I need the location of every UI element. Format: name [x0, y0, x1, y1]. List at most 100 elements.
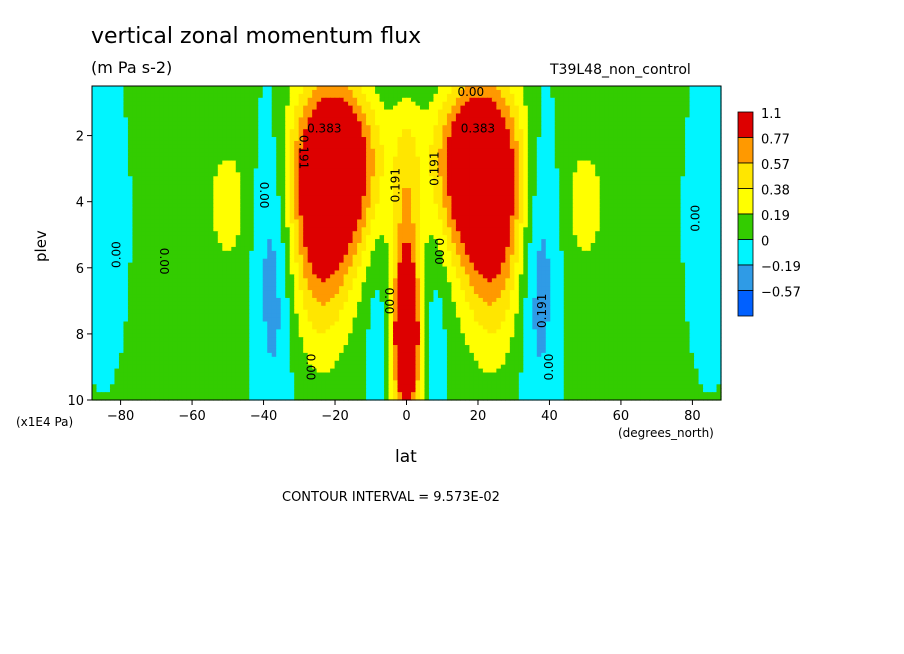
field-cell: [145, 195, 151, 201]
field-cell: [505, 215, 511, 221]
field-cell: [631, 215, 637, 221]
field-cell: [469, 133, 475, 138]
field-cell: [231, 160, 237, 166]
field-cell: [307, 191, 313, 197]
field-cell: [235, 121, 241, 126]
field-cell: [186, 113, 192, 118]
field-cell: [554, 191, 560, 197]
field-cell: [276, 184, 282, 189]
field-cell: [541, 207, 547, 213]
field-cell: [635, 97, 641, 103]
field-cell: [604, 125, 610, 130]
field-cell: [500, 168, 506, 173]
field-cell: [357, 195, 363, 201]
field-cell: [289, 86, 295, 91]
field-cell: [195, 191, 201, 197]
field-cell: [662, 89, 668, 95]
field-cell: [631, 219, 637, 224]
field-cell: [415, 219, 421, 224]
field-cell: [303, 101, 309, 107]
field-cell: [568, 172, 574, 177]
field-cell: [316, 140, 322, 146]
field-cell: [231, 207, 237, 213]
field-cell: [379, 199, 385, 205]
field-cell: [96, 152, 102, 158]
field-cell: [455, 152, 462, 158]
field-cell: [186, 105, 192, 111]
field-cell: [96, 137, 102, 142]
field-cell: [109, 211, 116, 217]
field-cell: [172, 160, 178, 166]
field-cell: [536, 176, 542, 181]
field-cell: [361, 137, 367, 142]
field-cell: [667, 144, 673, 150]
field-cell: [626, 86, 632, 91]
field-cell: [226, 180, 232, 185]
field-cell: [118, 207, 125, 213]
field-cell: [159, 152, 165, 158]
field-cell: [617, 121, 623, 126]
field-cell: [505, 199, 511, 205]
field-cell: [172, 219, 178, 224]
field-cell: [631, 97, 637, 103]
field-cell: [599, 117, 605, 122]
field-cell: [312, 156, 318, 162]
field-cell: [352, 199, 358, 205]
field-cell: [199, 168, 205, 173]
field-cell: [244, 168, 250, 173]
field-cell: [109, 86, 116, 91]
field-cell: [568, 160, 574, 166]
field-cell: [554, 164, 560, 170]
field-cell: [307, 144, 313, 150]
field-cell: [613, 86, 619, 91]
field-cell: [186, 156, 192, 162]
field-cell: [433, 109, 439, 115]
field-cell: [105, 133, 111, 138]
field-cell: [384, 148, 390, 154]
field-cell: [312, 148, 318, 154]
field-cell: [568, 101, 574, 107]
field-cell: [487, 172, 493, 177]
field-cell: [204, 207, 210, 213]
field-cell: [460, 176, 466, 181]
field-cell: [208, 207, 214, 213]
field-cell: [280, 168, 286, 173]
field-cell: [613, 97, 619, 103]
field-cell: [168, 164, 174, 170]
field-cell: [204, 152, 210, 158]
field-cell: [644, 160, 650, 166]
field-cell: [181, 168, 187, 173]
field-cell: [419, 203, 426, 209]
field-cell: [114, 160, 120, 166]
field-cell: [689, 203, 695, 209]
field-cell: [419, 101, 426, 107]
field-cell: [181, 101, 187, 107]
field-cell: [689, 105, 695, 111]
field-cell: [536, 121, 542, 126]
field-cell: [109, 164, 116, 170]
field-cell: [352, 125, 358, 130]
field-cell: [667, 180, 673, 185]
field-cell: [563, 207, 569, 213]
field-cell: [640, 164, 646, 170]
field-cell: [190, 121, 196, 126]
field-cell: [402, 121, 408, 126]
field-cell: [608, 97, 614, 103]
field-cell: [141, 86, 147, 91]
field-cell: [545, 164, 551, 170]
field-cell: [572, 188, 578, 193]
field-cell: [294, 93, 300, 99]
field-cell: [428, 188, 435, 193]
field-cell: [204, 148, 210, 154]
field-cell: [550, 156, 556, 162]
field-cell: [563, 137, 569, 142]
field-cell: [208, 160, 214, 166]
field-cell: [608, 125, 614, 130]
field-cell: [689, 219, 695, 224]
field-cell: [235, 148, 241, 154]
field-cell: [393, 144, 399, 150]
field-cell: [460, 188, 466, 193]
field-cell: [375, 215, 381, 221]
field-cell: [96, 109, 102, 115]
field-cell: [339, 207, 345, 213]
